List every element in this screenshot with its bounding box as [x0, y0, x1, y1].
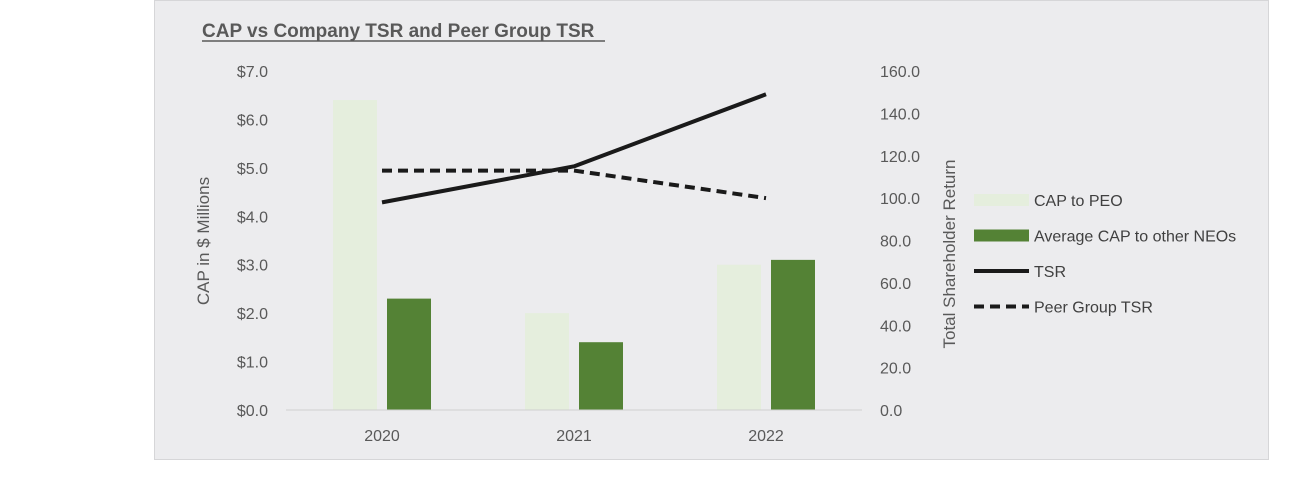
- y-tick-label: $5.0: [237, 161, 268, 178]
- y2-tick-label: 140.0: [880, 106, 920, 123]
- peer-group-tsr-line: [382, 168, 767, 201]
- tsr-line: [381, 92, 767, 205]
- legend-label-average-cap-to-other-neos: Average CAP to other NEOs: [1034, 229, 1236, 246]
- chart-title: CAP vs Company TSR and Peer Group TSR: [202, 21, 595, 42]
- legend-label-cap-to-peo: CAP to PEO: [1034, 193, 1123, 210]
- y-tick-label: $4.0: [237, 209, 268, 226]
- y-tick-label: $0.0: [237, 403, 268, 420]
- y2-tick-label: 160.0: [880, 64, 920, 81]
- y2-tick-label: 80.0: [880, 234, 911, 251]
- x-tick-label: 2020: [364, 428, 400, 445]
- y2-tick-label: 120.0: [880, 149, 920, 166]
- y2-tick-label: 40.0: [880, 318, 911, 335]
- y-tick-label: $7.0: [237, 64, 268, 81]
- y-tick-label: $6.0: [237, 112, 268, 129]
- y-tick-label: $2.0: [237, 306, 268, 323]
- y2-tick-label: 60.0: [880, 276, 911, 293]
- y2-tick-label: 100.0: [880, 191, 920, 208]
- y-tick-label: $1.0: [237, 355, 268, 372]
- bar-avg-cap-other-neos-2022: [771, 259, 815, 410]
- y-tick-label: $3.0: [237, 258, 268, 275]
- legend-label-peer-group-tsr: Peer Group TSR: [1034, 300, 1153, 317]
- legend-swatch-average-cap-to-other-neos: [974, 229, 1029, 242]
- bar-cap-to-peo-2021: [525, 313, 569, 410]
- bar-avg-cap-other-neos-2021: [579, 342, 623, 410]
- y2-axis-title: Total Shareholder Return: [940, 159, 959, 348]
- y2-tick-label: 0.0: [880, 403, 902, 420]
- x-tick-label: 2021: [556, 428, 592, 445]
- legend-swatch-cap-to-peo: [974, 194, 1029, 206]
- bar-cap-to-peo-2020: [333, 100, 377, 411]
- y2-tick-label: 20.0: [880, 361, 911, 378]
- bar-cap-to-peo-2022: [717, 264, 761, 410]
- y-axis-title: CAP in $ Millions: [194, 177, 213, 305]
- x-tick-label: 2022: [748, 428, 784, 445]
- legend-label-tsr: TSR: [1034, 264, 1066, 281]
- bar-avg-cap-other-neos-2020: [387, 298, 431, 410]
